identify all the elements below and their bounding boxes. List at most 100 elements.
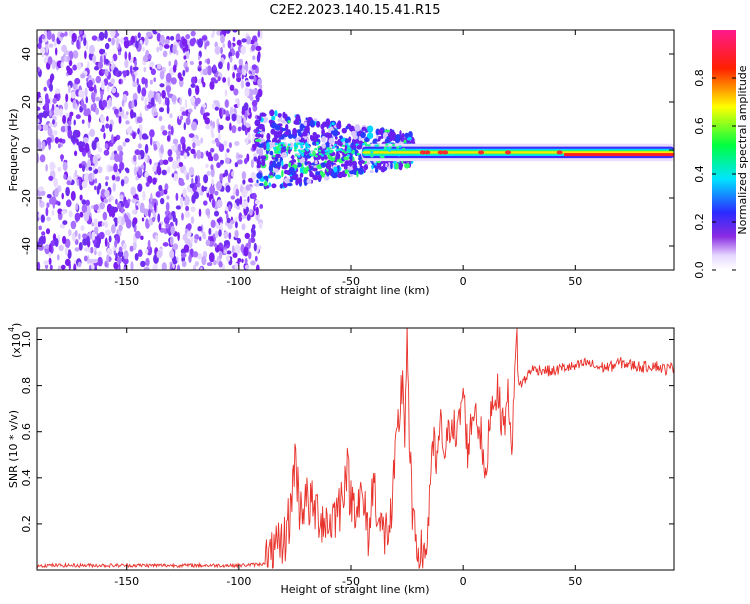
heatmap-cell	[156, 166, 160, 173]
heatmap-cell	[165, 222, 170, 229]
heatmap-cell	[124, 59, 129, 69]
heatmap-cell	[125, 120, 130, 125]
heatmap-cell	[91, 140, 97, 151]
heatmap-cell	[377, 129, 382, 135]
heatmap-cell	[166, 135, 171, 142]
heatmap-cell	[263, 143, 267, 151]
heatmap-cell	[335, 149, 339, 152]
heatmap-cell	[195, 139, 201, 147]
heatmap-cell	[46, 194, 52, 199]
heatmap-cell	[179, 97, 182, 106]
heatmap-cell	[181, 111, 187, 116]
heatmap-cell	[356, 170, 359, 178]
y-tick-label: 20	[20, 95, 33, 109]
heatmap-cell	[259, 131, 266, 135]
heatmap-cell	[379, 135, 384, 139]
heatmap-cell	[104, 237, 108, 247]
heatmap-cell	[39, 235, 45, 246]
heatmap-cell	[293, 149, 297, 152]
heatmap-cell	[319, 170, 323, 176]
heatmap-cell	[41, 34, 46, 40]
heatmap-cell	[113, 108, 119, 115]
heatmap-cell	[348, 159, 353, 167]
heatmap-cell	[398, 145, 402, 148]
heatmap-cell	[336, 165, 340, 174]
heatmap-cell	[347, 123, 351, 128]
heatmap-cell	[98, 231, 105, 240]
heatmap-cell	[145, 31, 152, 37]
heatmap-cell	[285, 147, 289, 151]
heatmap-cell	[251, 133, 257, 138]
heatmap-cell	[118, 246, 123, 253]
snr-y-multiplier: (x10 4 )	[7, 323, 23, 358]
heatmap-cell	[187, 113, 191, 119]
heatmap-cell	[318, 152, 322, 156]
heatmap-cell	[214, 210, 219, 217]
heatmap-cell	[57, 208, 63, 215]
heatmap-cell	[73, 119, 76, 126]
heatmap-cell	[223, 140, 228, 147]
heatmap-cell	[328, 147, 331, 150]
heatmap-cell	[111, 224, 116, 234]
heatmap-cell	[54, 136, 60, 144]
heatmap-cell	[220, 159, 224, 165]
heatmap-cell	[269, 175, 274, 179]
heatmap-cell	[374, 144, 378, 147]
heatmap-cell	[237, 154, 243, 159]
heatmap-cell	[281, 119, 287, 124]
heatmap-cell	[263, 117, 269, 123]
heatmap-cell	[363, 164, 369, 171]
heatmap-cell	[197, 67, 202, 72]
heatmap-cell	[78, 176, 82, 187]
heatmap-cell	[62, 114, 67, 124]
heatmap-cell	[132, 66, 139, 71]
heatmap-cell	[132, 112, 137, 118]
heatmap-cell	[144, 171, 149, 178]
heatmap-cell	[350, 130, 357, 137]
heatmap-cell	[210, 120, 213, 127]
heatmap-cell	[232, 36, 236, 42]
heatmap-cell	[38, 225, 42, 231]
heatmap-cell	[274, 151, 278, 154]
heatmap-cell	[94, 250, 97, 256]
heatmap-cell	[135, 205, 138, 210]
heatmap-cell	[165, 72, 172, 83]
heatmap-cell	[108, 97, 112, 107]
snr-x-ticks: -150 -100 -50 0 50	[114, 328, 582, 588]
heatmap-cell	[314, 147, 318, 151]
heatmap-cell	[243, 102, 249, 111]
heatmap-cell	[59, 32, 65, 38]
heatmap-cell	[151, 216, 156, 222]
heatmap-cell	[157, 213, 161, 223]
heatmap-cell	[91, 35, 98, 41]
heatmap-cell	[270, 128, 276, 135]
heatmap-cell	[221, 186, 225, 192]
heatmap-cell	[241, 38, 247, 43]
heatmap-cell	[254, 119, 261, 127]
heatmap-cell	[110, 64, 115, 71]
heatmap-cell	[78, 163, 83, 169]
snr-y-ticks: 0.2 0.4 0.6 0.8 1.0	[20, 331, 674, 533]
heatmap-cell	[114, 153, 120, 163]
heatmap-cell	[229, 55, 233, 63]
heatmap-peak	[419, 150, 426, 155]
heatmap-cell	[226, 148, 230, 153]
heatmap-cell	[164, 183, 169, 191]
heatmap-cell	[315, 120, 321, 128]
heatmap-cell	[106, 115, 109, 122]
heatmap-cell	[179, 150, 186, 156]
heatmap-cell	[162, 242, 169, 247]
heatmap-cell	[153, 77, 156, 82]
heatmap-cell	[161, 262, 167, 270]
x-tick-label: 0	[460, 575, 467, 588]
heatmap-cell	[128, 100, 133, 110]
heatmap-cell	[137, 84, 142, 94]
heatmap-cell	[91, 92, 96, 102]
heatmap-cell	[53, 177, 58, 188]
heatmap-cell	[341, 149, 345, 153]
heatmap-cell	[202, 186, 208, 192]
spectrogram-heatmap	[37, 30, 674, 270]
heatmap-cell	[202, 231, 206, 240]
heatmap-cell	[147, 54, 152, 60]
heatmap-cell	[37, 106, 41, 111]
